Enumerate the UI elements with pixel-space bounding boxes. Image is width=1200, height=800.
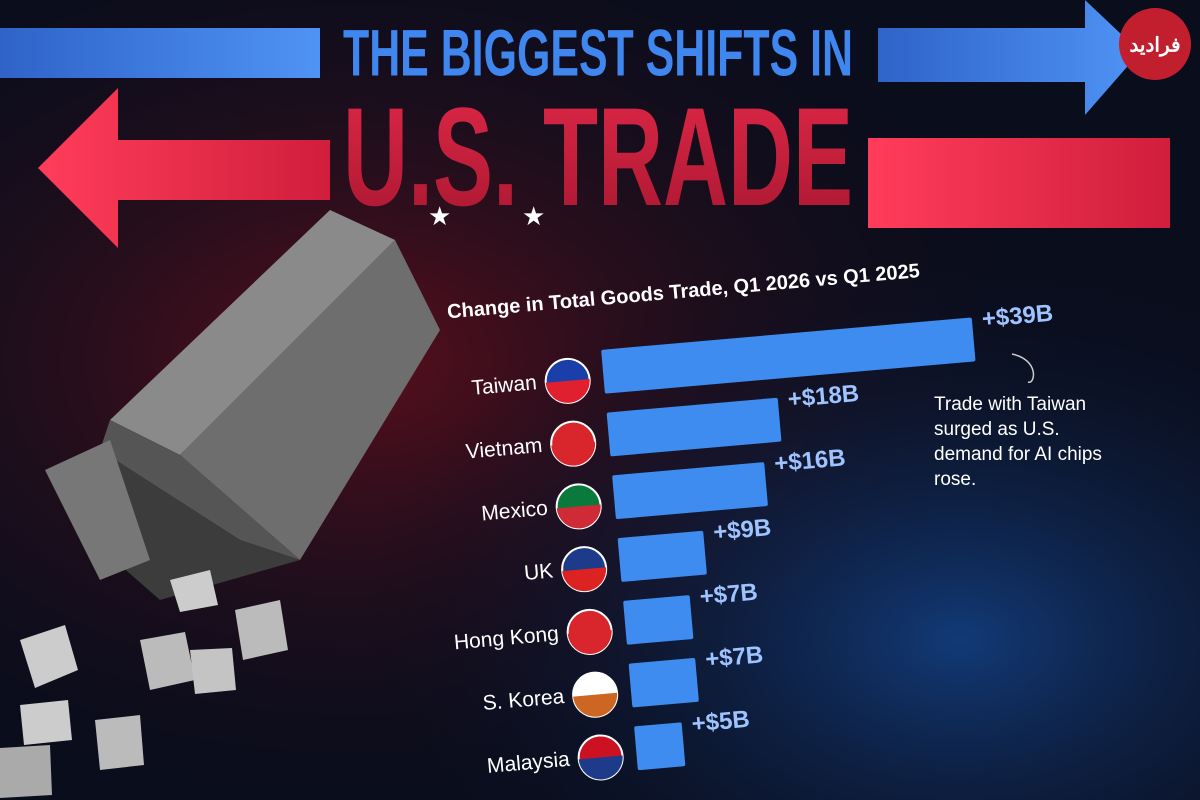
bar (606, 397, 782, 457)
star: ★ (428, 201, 451, 231)
value-label: +$18B (787, 380, 860, 413)
flag (578, 755, 623, 780)
flag (545, 378, 590, 403)
title: THE BIGGEST SHIFTS IN (343, 15, 853, 89)
value-label: +$16B (773, 444, 846, 477)
category-label: Taiwan (471, 371, 538, 400)
bar (623, 595, 694, 645)
value-label: +$7B (704, 641, 764, 673)
value-label: +$5B (691, 706, 751, 738)
bar (628, 658, 699, 708)
bar (617, 530, 707, 582)
bar (612, 462, 768, 520)
arrow (0, 28, 320, 78)
star: ★ (522, 201, 545, 231)
arrow-band (868, 138, 1170, 228)
logo (1119, 8, 1191, 80)
flag (551, 441, 596, 466)
flag (562, 567, 607, 592)
annotation-connector (1011, 353, 1035, 383)
title: U.S. TRADE (343, 78, 853, 235)
value-label: +$9B (712, 514, 772, 546)
value-label: +$7B (699, 579, 759, 611)
arrow (878, 0, 1140, 115)
container-illustration (0, 210, 440, 798)
category-label: UK (523, 559, 554, 584)
annotation: Trade with Taiwan surged as U.S. demand … (934, 394, 1102, 490)
flag (573, 692, 618, 717)
bar (601, 317, 976, 394)
arrow (38, 88, 330, 248)
bar (634, 722, 686, 771)
flag (556, 504, 601, 529)
logo-text: فرادید (1129, 34, 1180, 57)
value-label: +$39B (981, 300, 1054, 333)
flag (567, 630, 612, 654)
